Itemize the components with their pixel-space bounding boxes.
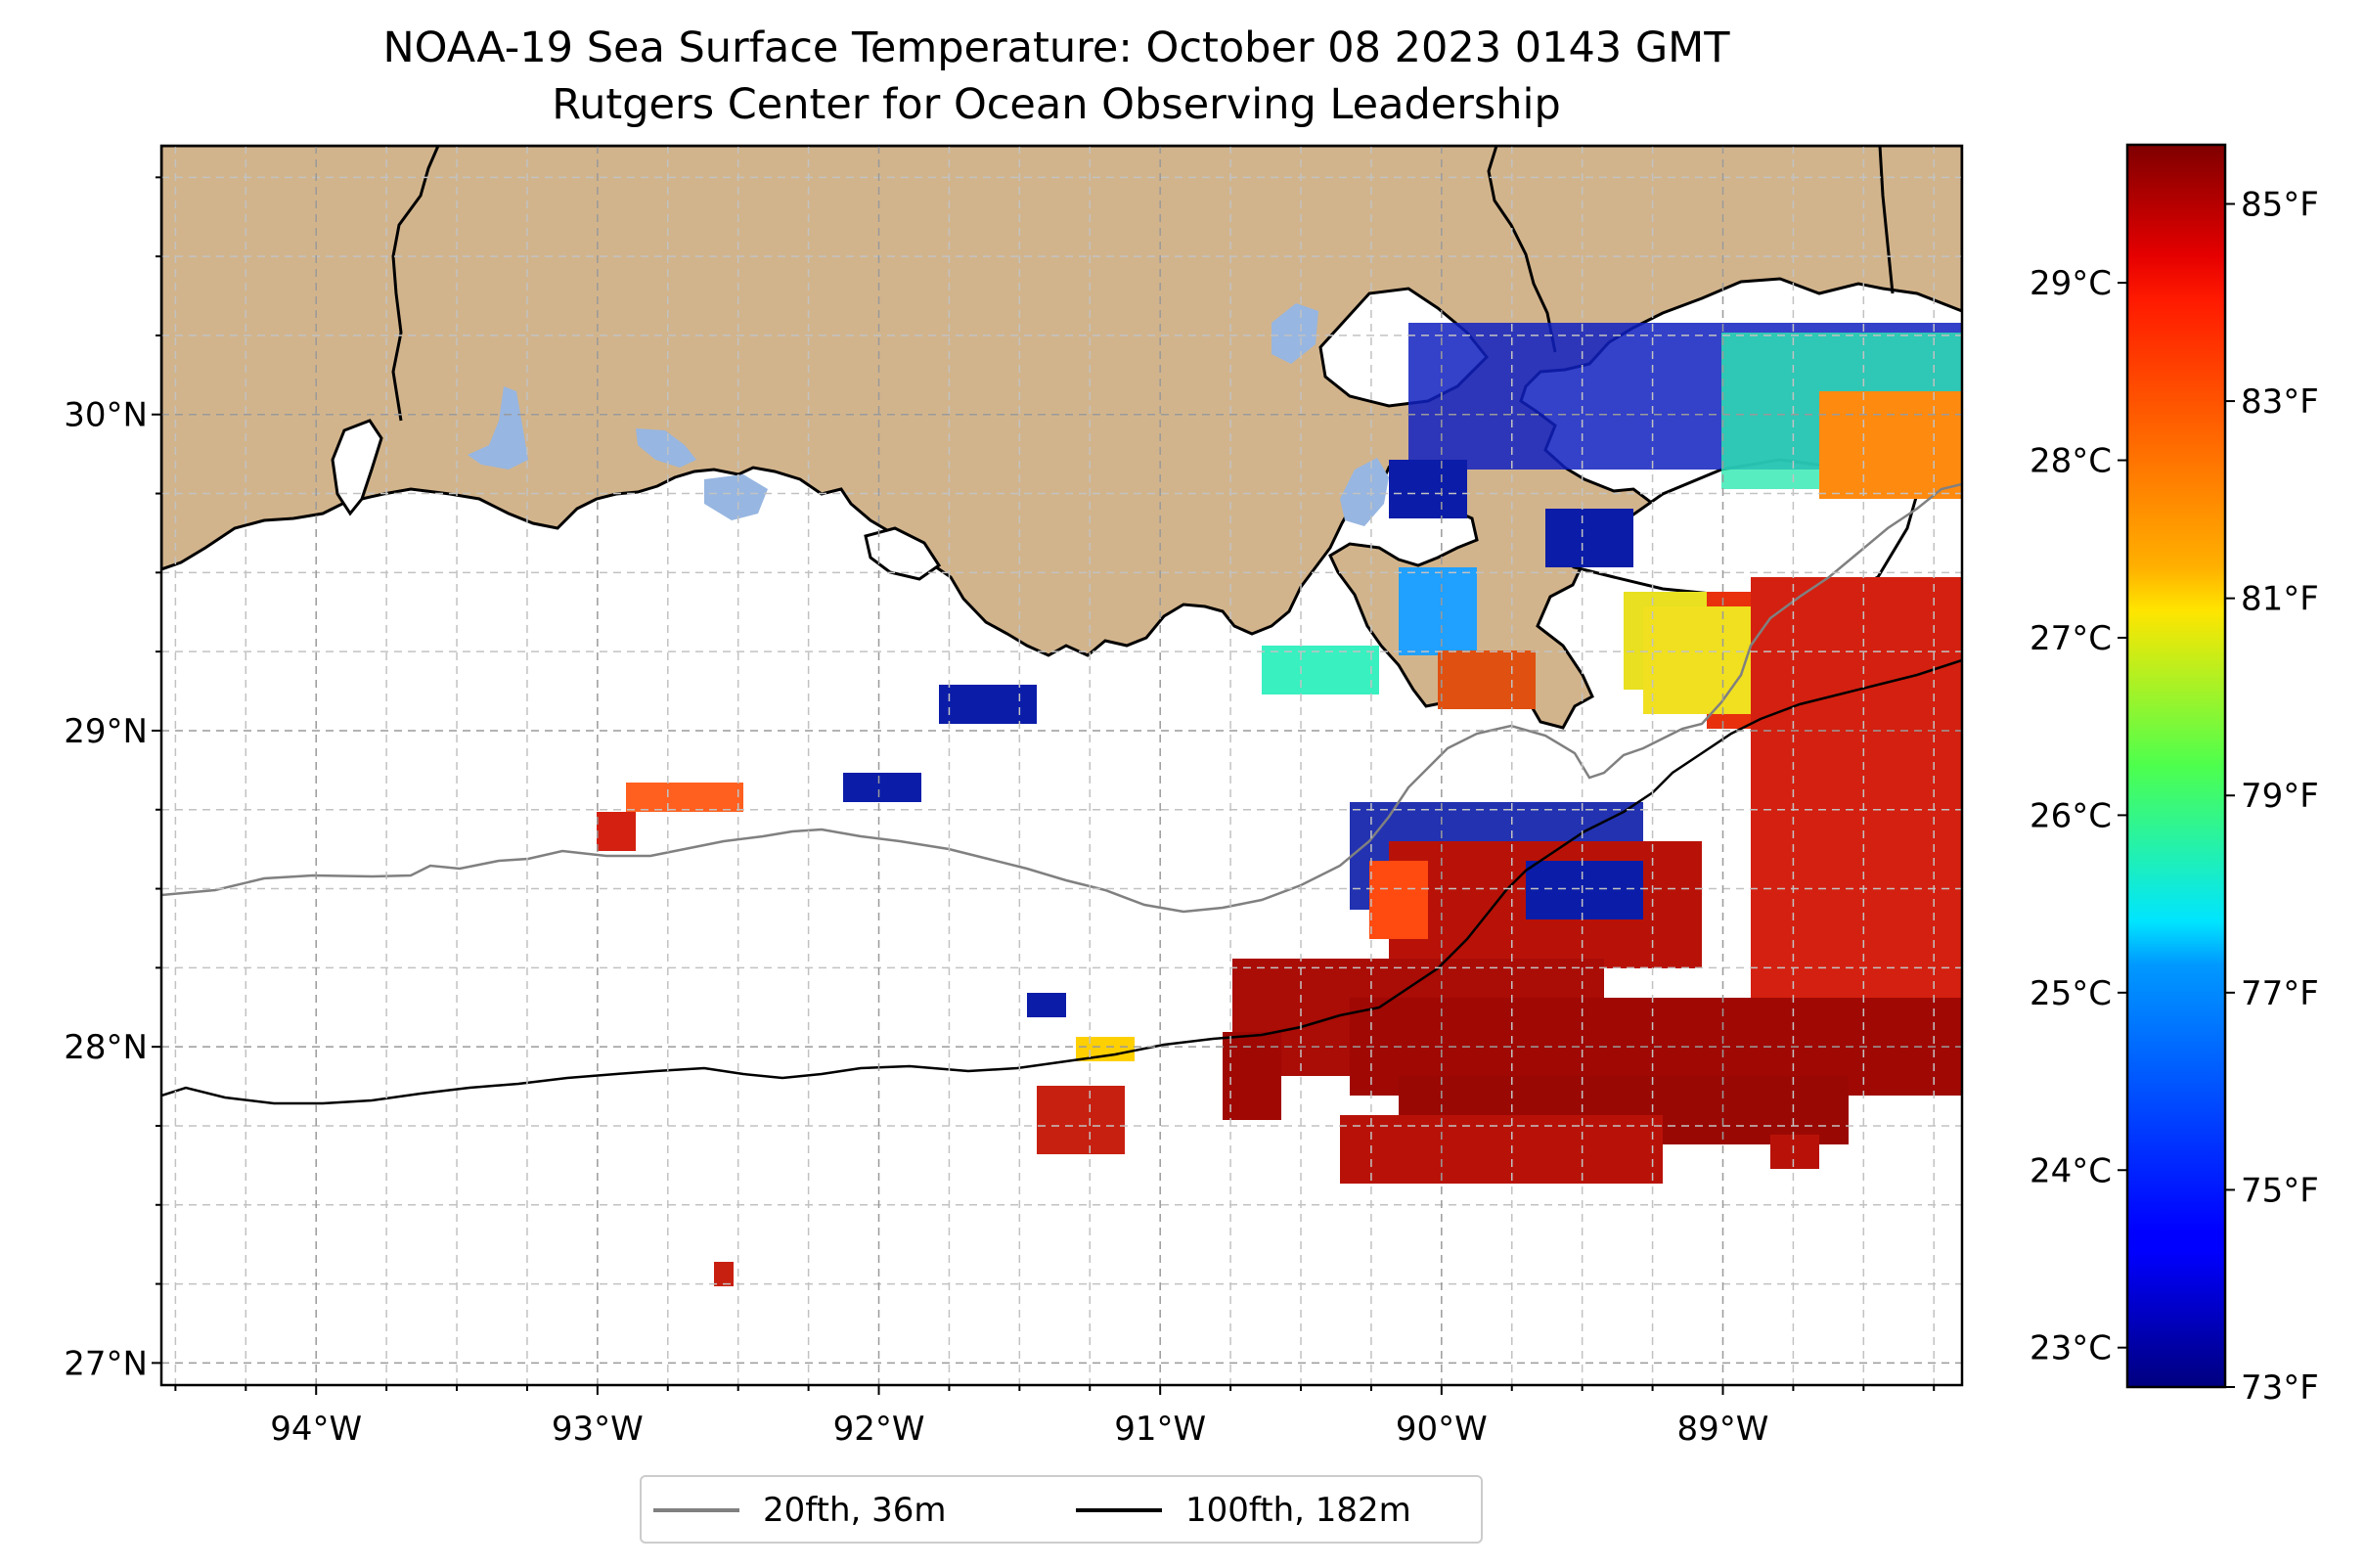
lat-tick-label: 30°N — [64, 396, 148, 435]
contour-100fth — [161, 658, 1962, 1105]
state-boundary — [1487, 146, 1557, 353]
colorbar-label-c: 27°C — [2030, 619, 2112, 658]
lake — [1340, 458, 1389, 526]
lon-tick-label: 91°W — [1114, 1410, 1206, 1449]
lake — [468, 386, 528, 470]
lat-tick-label: 27°N — [64, 1344, 148, 1383]
lon-tick-label: 90°W — [1396, 1410, 1488, 1449]
legend-line-20fth — [653, 1508, 739, 1512]
lon-tick-label: 93°W — [552, 1410, 644, 1449]
map-title-line2: Rutgers Center for Ocean Observing Leade… — [552, 80, 1561, 129]
legend-item-100fth: 100fth, 182m — [1076, 1487, 1411, 1534]
map-frame — [159, 144, 1964, 1387]
colorbar-label-f: 85°F — [2241, 185, 2319, 224]
colorbar-label-f: 81°F — [2241, 580, 2319, 619]
contour-legend: 20fth, 36m 100fth, 182m — [640, 1475, 1483, 1544]
minor-gridlines — [161, 146, 1962, 1385]
lake — [1272, 303, 1318, 364]
legend-label-100fth: 100fth, 182m — [1185, 1491, 1411, 1530]
lon-tick-label: 89°W — [1677, 1410, 1769, 1449]
major-gridlines — [161, 146, 1962, 1385]
axis-tick-labels: 94°W 93°W 92°W 91°W 90°W 89°W 27°N 28°N 29°N 30°N — [64, 396, 1768, 1449]
colorbar-label-c: 28°C — [2030, 442, 2112, 481]
legend-item-20fth: 20fth, 36m — [653, 1487, 947, 1534]
axis-ticks — [152, 176, 1936, 1395]
state-boundary — [1878, 146, 1895, 294]
colorbar-label-c: 25°C — [2030, 974, 2112, 1013]
lon-tick-label: 92°W — [833, 1410, 925, 1449]
colorbar — [2127, 145, 2225, 1387]
lon-tick-label: 94°W — [270, 1410, 362, 1449]
lat-tick-label: 29°N — [64, 712, 148, 751]
legend-line-100fth — [1076, 1508, 1162, 1512]
colorbar-label-c: 29°C — [2030, 264, 2112, 303]
colorbar-label-c: 23°C — [2030, 1329, 2112, 1368]
lake — [636, 428, 696, 468]
sst-swath — [597, 323, 1962, 1286]
lake — [704, 474, 768, 520]
legend-label-20fth: 20fth, 36m — [763, 1491, 947, 1530]
colorbar-label-f: 83°F — [2241, 382, 2319, 422]
map-title-line1: NOAA-19 Sea Surface Temperature: October… — [382, 23, 1730, 72]
colorbar-label-f: 77°F — [2241, 974, 2319, 1013]
contour-20fth — [161, 482, 1962, 914]
colorbar-label-c: 26°C — [2030, 796, 2112, 835]
colorbar-frame — [2125, 143, 2227, 1389]
colorbar-label-f: 73°F — [2241, 1368, 2319, 1408]
colorbar-label-f: 75°F — [2241, 1171, 2319, 1210]
colorbar-label-f: 79°F — [2241, 777, 2319, 816]
colorbar-ticks: 73°F 75°F 77°F 79°F 81°F 83°F 85°F 23°C 24°C 25°C… — [2030, 185, 2319, 1408]
land-island — [331, 419, 383, 516]
lat-tick-label: 28°N — [64, 1028, 148, 1067]
colorbar-label-c: 24°C — [2030, 1151, 2112, 1190]
